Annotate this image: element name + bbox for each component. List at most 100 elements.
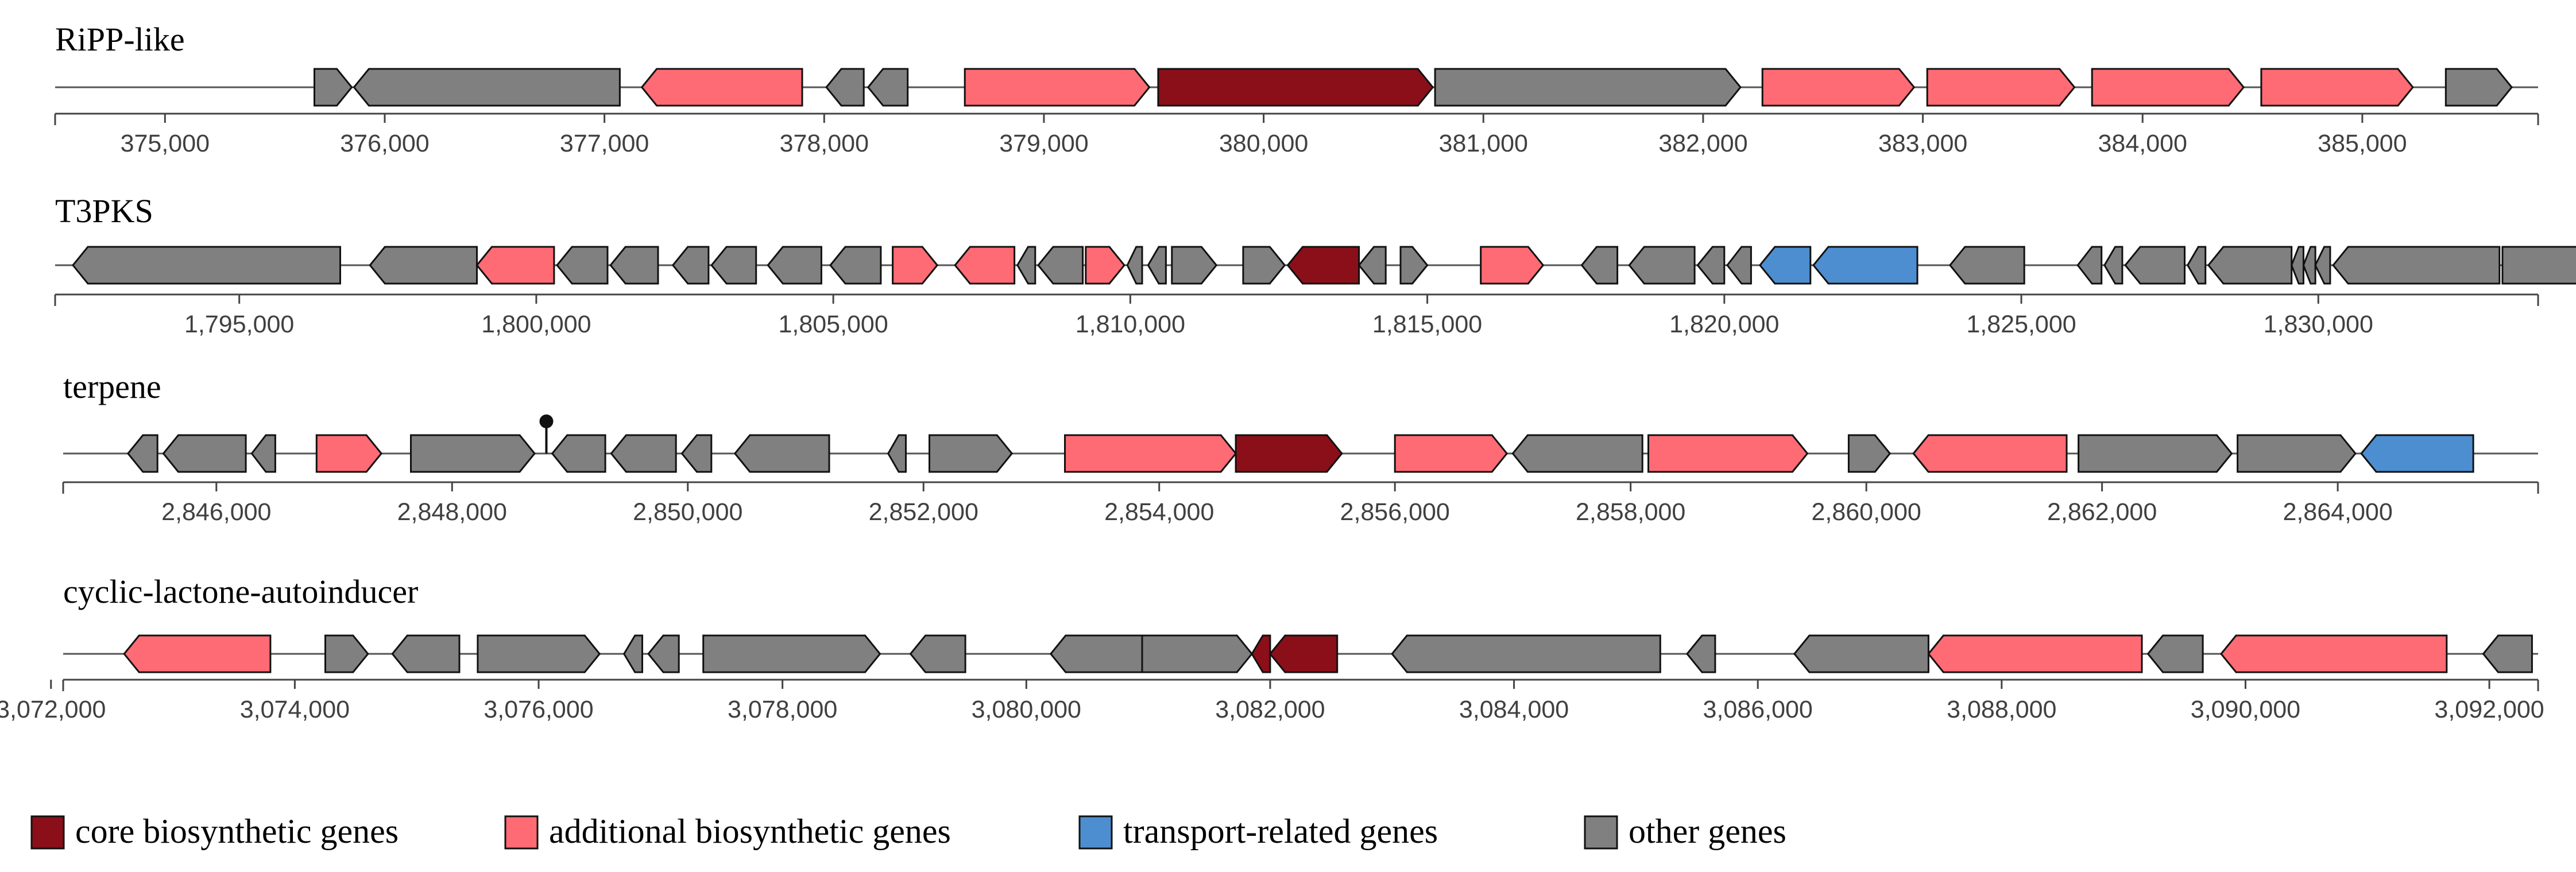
tick-label: 3,092,000: [2434, 696, 2544, 723]
legend-label: core biosynthetic genes: [75, 812, 399, 850]
gene-other-2-4: [410, 434, 536, 473]
legend-swatch: [1584, 815, 1618, 850]
axis: 375,000 376,000 377,000 378,000 379,000 380,0…: [54, 113, 2539, 157]
legend-label: additional biosynthetic genes: [549, 812, 951, 850]
gene-additional-2-13: [1394, 434, 1509, 473]
gene-additional-3-17: [2220, 634, 2448, 673]
tick-label: 2,862,000: [2047, 498, 2157, 526]
gene-additional-0-5: [964, 68, 1151, 107]
tick-label: 3,086,000: [1703, 696, 1813, 723]
gene-other-3-2: [391, 634, 461, 673]
track-title: cyclic-lactone-autoinducer: [63, 573, 418, 610]
tick-label: 2,850,000: [633, 498, 742, 526]
tick-label: 3,082,000: [1215, 696, 1325, 723]
gene-other-0-7: [1434, 68, 1742, 107]
gene-other-3-9: [1141, 634, 1254, 673]
tick-label: 3,072,000: [0, 696, 106, 723]
tick-label: 1,795,000: [184, 311, 294, 338]
gene-other-2-0: [126, 434, 158, 473]
gene-other-3-7: [909, 634, 966, 673]
tick-label: 1,820,000: [1669, 311, 1779, 338]
gene-other-3-12: [1391, 634, 1661, 673]
gene-other-1-4: [609, 246, 659, 285]
tick-label: 3,074,000: [240, 696, 350, 723]
tick-label: 1,825,000: [1966, 311, 2076, 338]
tick-label: 2,856,000: [1340, 498, 1450, 526]
gene-other-1-19: [1357, 246, 1387, 285]
gene-other-1-25: [1726, 246, 1752, 285]
tick-label: 3,078,000: [728, 696, 837, 723]
gene-other-1-0: [72, 246, 341, 285]
gene-core-0-6: [1157, 68, 1434, 107]
gene-other-0-12: [2445, 68, 2513, 107]
gene-additional-2-17: [1912, 434, 2068, 473]
legend-label: other genes: [1629, 812, 1786, 850]
gene-additional-0-11: [2260, 68, 2414, 107]
gene-other-1-28: [1948, 246, 2025, 285]
gene-other-1-22: [1580, 246, 1619, 285]
gene-other-3-1: [324, 634, 369, 673]
tick-label: 2,860,000: [1811, 498, 1921, 526]
gene-other-1-24: [1696, 246, 1726, 285]
track-title: RiPP-like: [55, 21, 185, 58]
gene-other-1-36: [2314, 246, 2331, 285]
track-3: cyclic-lactone-autoinducer 3,072,000 3,074…: [0, 573, 2544, 723]
gene-transport-1-27: [1812, 246, 1919, 285]
legend-label: transport-related genes: [1123, 812, 1438, 850]
gene-other-1-33: [2207, 246, 2293, 285]
legend: core biosynthetic genes additional biosyn…: [30, 812, 1786, 850]
tracks: RiPP-like 375,000 376,000 377,000 378,000 379…: [0, 21, 2576, 723]
gene-other-1-6: [710, 246, 757, 285]
gene-other-1-35: [2302, 246, 2316, 285]
gene-additional-1-9: [892, 246, 939, 285]
tick-label: 385,000: [2318, 130, 2407, 157]
gene-other-1-14: [1126, 246, 1143, 285]
gene-other-1-3: [556, 246, 609, 285]
gene-additional-1-21: [1480, 246, 1545, 285]
gene-other-1-23: [1628, 246, 1696, 285]
gene-other-1-15: [1147, 246, 1167, 285]
axis: 1,795,000 1,800,000 1,805,000 1,810,000 1,81…: [54, 293, 2539, 338]
gene-other-2-19: [2237, 434, 2357, 473]
gene-other-0-0: [314, 68, 353, 107]
tick-label: 378,000: [780, 130, 869, 157]
gene-other-1-17: [1242, 246, 1286, 285]
tick-label: 1,810,000: [1076, 311, 1185, 338]
marker-dot: [539, 414, 554, 428]
gene-additional-0-8: [1761, 68, 1916, 107]
gene-other-2-5: [551, 434, 606, 473]
gene-other-1-20: [1399, 246, 1429, 285]
tick-label: 3,088,000: [1947, 696, 2056, 723]
tick-label: 381,000: [1439, 130, 1528, 157]
tick-label: 3,090,000: [2191, 696, 2300, 723]
tick-label: 2,852,000: [869, 498, 978, 526]
gene-other-1-11: [1016, 246, 1036, 285]
gene-additional-1-10: [954, 246, 1016, 285]
axis: 2,846,000 2,848,000 2,850,000 2,852,000 2,85…: [62, 481, 2539, 526]
gene-other-0-4: [867, 68, 909, 107]
tick-label: 380,000: [1219, 130, 1308, 157]
gene-other-3-3: [477, 634, 601, 673]
tick-label: 1,805,000: [778, 311, 888, 338]
track-title: terpene: [63, 368, 161, 405]
gene-additional-0-10: [2091, 68, 2245, 107]
gene-other-1-34: [2291, 246, 2304, 285]
track-title: T3PKS: [55, 192, 153, 230]
gene-core-2-12: [1235, 434, 1343, 473]
tick-label: 1,800,000: [481, 311, 591, 338]
gene-other-1-32: [2186, 246, 2207, 285]
gene-other-1-12: [1037, 246, 1084, 285]
gene-additional-2-3: [315, 434, 383, 473]
gene-other-3-16: [2146, 634, 2204, 673]
gene-additional-0-2: [640, 68, 803, 107]
tick-label: 2,846,000: [161, 498, 271, 526]
gene-other-2-7: [680, 434, 713, 473]
gene-transport-2-20: [2360, 434, 2474, 473]
tick-label: 2,858,000: [1576, 498, 1685, 526]
gene-other-3-6: [702, 634, 881, 673]
legend-item-transport: transport-related genes: [1078, 812, 1438, 850]
gene-additional-3-15: [1927, 634, 2143, 673]
legend-swatch: [1078, 815, 1113, 850]
tick-label: 382,000: [1658, 130, 1747, 157]
